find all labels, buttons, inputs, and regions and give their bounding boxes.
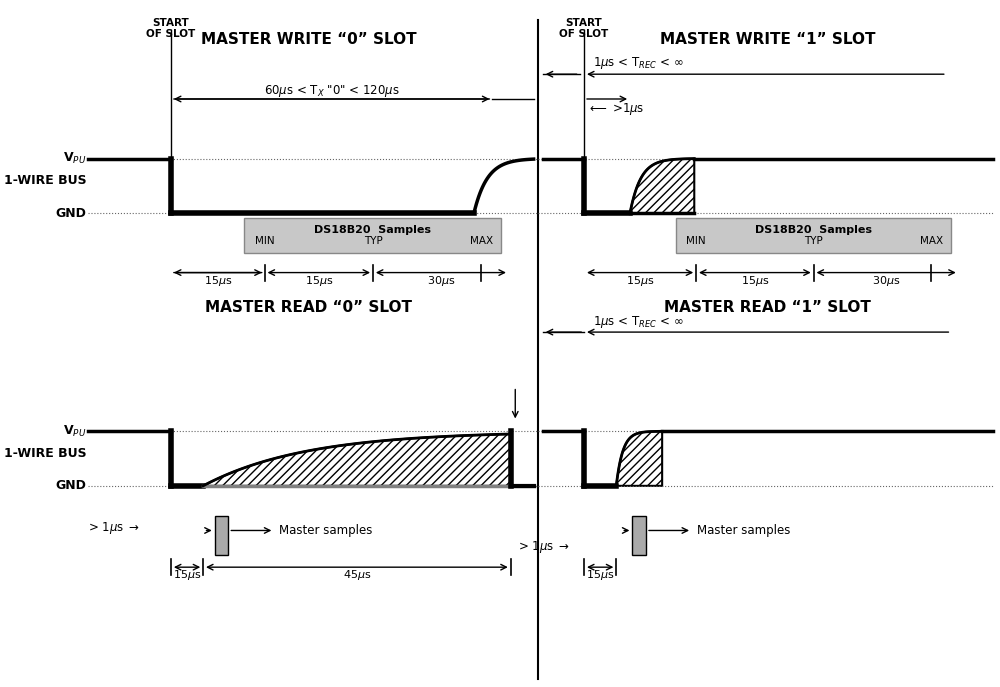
- Text: START
OF SLOT: START OF SLOT: [559, 18, 609, 39]
- Text: 30$\mu$s: 30$\mu$s: [427, 273, 455, 288]
- Text: 15$\mu$s: 15$\mu$s: [204, 273, 232, 288]
- Text: 60$\mu$s < T$_X$ "0" < 120$\mu$s: 60$\mu$s < T$_X$ "0" < 120$\mu$s: [264, 83, 400, 99]
- Text: V$_{PU}$: V$_{PU}$: [63, 424, 87, 439]
- Polygon shape: [616, 431, 662, 486]
- Text: 15$\mu$s: 15$\mu$s: [173, 568, 201, 582]
- Text: $\longleftarrow$ >1$\mu$s: $\longleftarrow$ >1$\mu$s: [587, 101, 644, 117]
- Text: MIN: MIN: [686, 236, 706, 246]
- Text: 45$\mu$s: 45$\mu$s: [343, 568, 371, 582]
- Text: TYP: TYP: [364, 236, 382, 246]
- Text: 1-WIRE BUS: 1-WIRE BUS: [4, 174, 87, 188]
- Polygon shape: [630, 159, 694, 213]
- Text: TYP: TYP: [804, 236, 823, 246]
- Text: Master samples: Master samples: [697, 524, 790, 537]
- Text: MASTER READ “1” SLOT: MASTER READ “1” SLOT: [664, 300, 871, 315]
- Text: 15$\mu$s: 15$\mu$s: [741, 273, 769, 288]
- Text: MASTER WRITE “0” SLOT: MASTER WRITE “0” SLOT: [201, 32, 417, 47]
- Text: GND: GND: [56, 480, 87, 493]
- Polygon shape: [203, 434, 511, 486]
- Text: 30$\mu$s: 30$\mu$s: [872, 273, 900, 288]
- Text: START
OF SLOT: START OF SLOT: [146, 18, 196, 39]
- Text: MAX: MAX: [470, 236, 493, 246]
- Text: DS18B20  Samples: DS18B20 Samples: [314, 225, 431, 235]
- Bar: [632, 516, 646, 555]
- Text: 1$\mu$s < T$_{REC}$ < $\infty$: 1$\mu$s < T$_{REC}$ < $\infty$: [593, 55, 684, 71]
- Text: V$_{PU}$: V$_{PU}$: [63, 151, 87, 166]
- Text: GND: GND: [56, 207, 87, 220]
- FancyBboxPatch shape: [676, 218, 951, 253]
- Text: DS18B20  Samples: DS18B20 Samples: [755, 225, 872, 235]
- Text: 15$\mu$s: 15$\mu$s: [305, 273, 333, 288]
- Text: > 1$\mu$s $\rightarrow$: > 1$\mu$s $\rightarrow$: [88, 521, 140, 537]
- FancyBboxPatch shape: [244, 218, 501, 253]
- Text: 1-WIRE BUS: 1-WIRE BUS: [4, 447, 87, 460]
- Text: 15$\mu$s: 15$\mu$s: [586, 568, 614, 582]
- Text: 1$\mu$s < T$_{REC}$ < $\infty$: 1$\mu$s < T$_{REC}$ < $\infty$: [593, 314, 684, 330]
- Text: 15$\mu$s: 15$\mu$s: [626, 273, 654, 288]
- Text: Master samples: Master samples: [279, 524, 372, 537]
- Text: MAX: MAX: [920, 236, 943, 246]
- Text: MIN: MIN: [255, 236, 274, 246]
- Text: MASTER READ “0” SLOT: MASTER READ “0” SLOT: [205, 300, 412, 315]
- Text: MASTER WRITE “1” SLOT: MASTER WRITE “1” SLOT: [660, 32, 875, 47]
- Bar: [215, 516, 228, 555]
- Text: > 1$\mu$s $\rightarrow$: > 1$\mu$s $\rightarrow$: [518, 539, 570, 555]
